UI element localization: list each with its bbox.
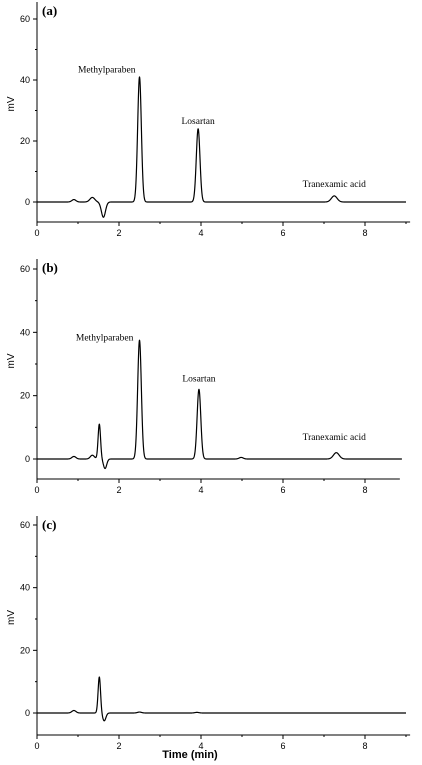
y-tick-label: 0 (25, 708, 30, 718)
chart-panel-c: 0 20 40 60 0 2 4 6 8 mV Time (min) (c) (6, 516, 411, 761)
y-tick-label: 40 (20, 583, 30, 593)
y-tick-label: 20 (20, 645, 30, 655)
y-axis-label: mV (6, 353, 17, 368)
peak-annotation: Methylparaben (76, 333, 134, 343)
peak-annotation: Tranexamic acid (303, 180, 366, 190)
x-tick-label: 4 (198, 228, 203, 238)
y-axis-label: mV (6, 610, 17, 625)
panel-label: (c) (42, 517, 56, 532)
y-tick-label: 0 (25, 454, 30, 464)
y-tick-label: 0 (25, 197, 30, 207)
y-tick-label: 40 (20, 327, 30, 337)
y-axis-label: mV (6, 96, 17, 111)
chromatogram-trace (36, 676, 407, 722)
x-tick-label: 0 (34, 228, 39, 238)
y-tick-label: 60 (20, 520, 30, 530)
x-axis-label: Time (min) (162, 749, 218, 761)
x-tick-label: 2 (116, 741, 121, 751)
y-tick-label: 40 (20, 75, 30, 85)
x-tick-label: 0 (34, 741, 39, 751)
x-tick-label: 6 (280, 741, 285, 751)
chart-panel-b: 0 20 40 60 0 2 4 6 8 mV (b) Methylparaben Losartan Tr… (6, 259, 403, 495)
y-tick-label: 60 (20, 14, 30, 24)
x-tick-label: 6 (280, 228, 285, 238)
x-tick-label: 8 (362, 741, 367, 751)
panel-label: (b) (42, 260, 58, 275)
chart-panel-a: 0 20 40 60 0 2 4 6 8 mV (a) Methylparaben Losartan Tr… (6, 2, 411, 238)
x-tick-label: 2 (116, 485, 121, 495)
x-tick-label: 8 (362, 485, 367, 495)
y-tick-label: 60 (20, 264, 30, 274)
peak-annotation: Methylparaben (78, 65, 136, 75)
x-tick-label: 6 (280, 485, 285, 495)
y-tick-label: 20 (20, 391, 30, 401)
chromatogram-trace (36, 76, 407, 218)
peak-annotation: Losartan (182, 374, 215, 384)
x-tick-label: 4 (198, 741, 203, 751)
y-tick-label: 20 (20, 136, 30, 146)
peak-annotation: Tranexamic acid (303, 433, 366, 443)
panel-label: (a) (42, 3, 57, 18)
x-tick-label: 2 (116, 228, 121, 238)
peak-annotation: Losartan (182, 117, 215, 127)
x-tick-label: 8 (362, 228, 367, 238)
x-tick-label: 0 (34, 485, 39, 495)
chromatogram-trace (36, 339, 403, 470)
x-tick-label: 4 (198, 485, 203, 495)
